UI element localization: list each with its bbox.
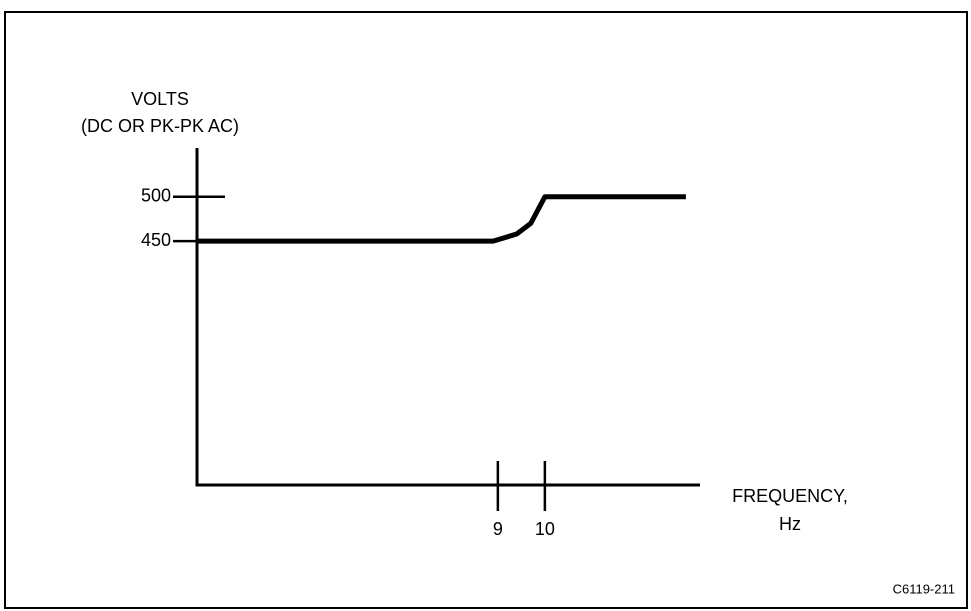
figure-id: C6119-211	[893, 581, 955, 596]
x-tick-label: 10	[535, 519, 555, 539]
y-axis-label: (DC OR PK-PK AC)	[81, 116, 239, 136]
x-axis-label: Hz	[779, 514, 801, 534]
data-line	[197, 194, 686, 244]
y-tick-label: 450	[141, 230, 171, 250]
x-tick-label: 9	[493, 519, 503, 539]
frame	[4, 11, 968, 609]
y-axis-label: VOLTS	[131, 89, 189, 109]
y-tick-label: 500	[141, 186, 171, 206]
x-axis-label: FREQUENCY,	[732, 486, 848, 506]
